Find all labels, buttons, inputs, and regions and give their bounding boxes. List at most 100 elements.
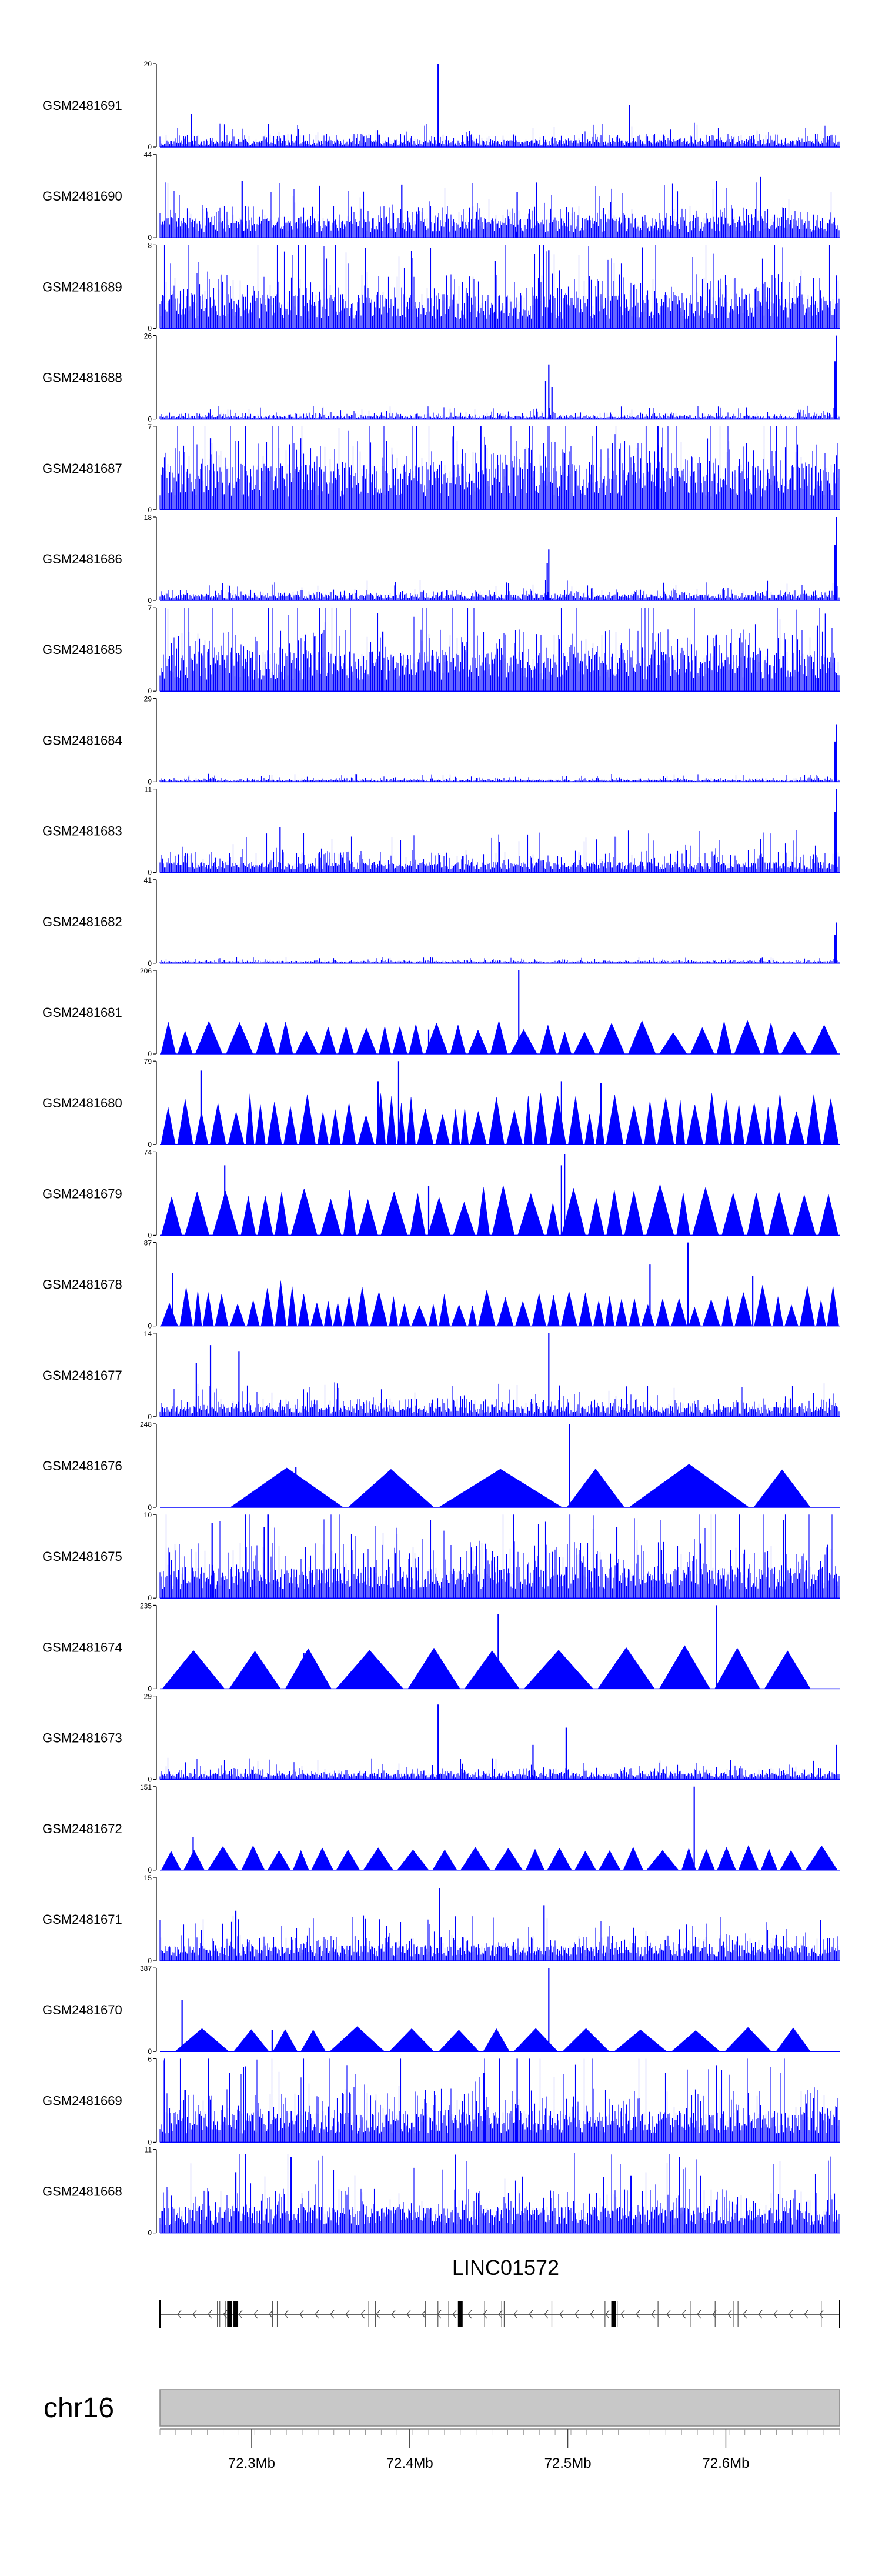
y-tick-label-max: 11 — [145, 786, 152, 794]
coverage-signal — [159, 1382, 840, 1417]
track-GSM2481674: GSM2481674 235 0 — [42, 1601, 840, 1693]
y-tick-label-min: 0 — [148, 324, 152, 332]
chromosome-bar — [159, 2389, 840, 2427]
y-tick-label-min: 0 — [148, 2047, 152, 2056]
track-GSM2481686: GSM2481686 18 0 — [42, 513, 840, 605]
track-label: GSM2481683 — [42, 824, 122, 839]
y-tick-label-max: 206 — [140, 967, 152, 975]
strand-arrow-icon — [666, 2310, 671, 2319]
strand-arrow-icon — [284, 2310, 289, 2319]
y-tick-label-min: 0 — [148, 1866, 152, 1874]
strand-arrow-icon — [177, 2310, 182, 2319]
track-label: GSM2481680 — [42, 1096, 122, 1110]
strand-arrow-icon — [574, 2310, 579, 2319]
genome-axis: 72.3Mb 72.4Mb 72.5Mb 72.6Mb — [159, 2428, 840, 2471]
strand-arrow-icon — [253, 2310, 258, 2319]
y-tick-label-min: 0 — [148, 143, 152, 151]
track-label: GSM2481686 — [42, 552, 122, 566]
track-label: GSM2481676 — [42, 1459, 122, 1473]
y-tick-label-min: 0 — [148, 596, 152, 605]
y-tick-label-max: 87 — [144, 1239, 152, 1247]
exon-block — [457, 2301, 463, 2327]
x-tick-label: 72.3Mb — [228, 2455, 275, 2471]
y-tick-label-max: 151 — [140, 1783, 152, 1791]
track-label: GSM2481682 — [42, 915, 122, 929]
track-GSM2481690: GSM2481690 44 0 — [42, 151, 840, 242]
y-tick-label-max: 248 — [140, 1420, 152, 1429]
track-label: GSM2481688 — [42, 371, 122, 385]
y-tick-label-max: 26 — [144, 332, 152, 341]
y-tick-label-min: 0 — [148, 233, 152, 242]
y-tick-label-max: 7 — [148, 423, 152, 431]
y-tick-label-min: 0 — [148, 1413, 152, 1421]
track-GSM2481672: GSM2481672 151 0 — [42, 1783, 840, 1874]
track-GSM2481688: GSM2481688 26 0 — [42, 332, 840, 423]
y-tick-label-max: 11 — [145, 2146, 152, 2154]
strand-arrow-icon — [192, 2310, 197, 2319]
x-tick-label: 72.4Mb — [386, 2455, 433, 2471]
track-label: GSM2481674 — [42, 1640, 122, 1654]
track-GSM2481680: GSM2481680 79 0 — [42, 1057, 840, 1149]
coverage-signal — [159, 2058, 840, 2143]
y-tick-label-min: 0 — [148, 2229, 152, 2237]
exon-block — [233, 2301, 239, 2327]
y-tick-label-max: 44 — [144, 151, 152, 159]
strand-arrow-icon — [208, 2310, 212, 2319]
track-label: GSM2481684 — [42, 733, 122, 748]
y-tick-label-min: 0 — [148, 506, 152, 514]
strand-arrow-icon — [376, 2310, 380, 2319]
coverage-signal — [159, 1915, 840, 1961]
track-GSM2481671: GSM2481671 15 0 — [42, 1874, 840, 1965]
coverage-signal — [159, 1514, 840, 1599]
track-GSM2481679: GSM2481679 74 0 — [42, 1148, 840, 1239]
strand-arrow-icon — [651, 2310, 656, 2319]
gene-label: LINC01572 — [452, 2255, 559, 2280]
strand-arrow-icon — [238, 2310, 243, 2319]
strand-arrow-icon — [315, 2310, 319, 2319]
strand-arrow-icon — [681, 2310, 686, 2319]
strand-arrow-icon — [697, 2310, 701, 2319]
strand-arrow-icon — [758, 2310, 763, 2319]
track-label: GSM2481669 — [42, 2093, 122, 2108]
strand-arrow-icon — [391, 2310, 396, 2319]
strand-arrow-icon — [269, 2310, 273, 2319]
strand-arrow-icon — [360, 2310, 365, 2319]
strand-arrow-icon — [819, 2310, 824, 2319]
y-tick-label-max: 14 — [144, 1330, 152, 1338]
track-label: GSM2481672 — [42, 1821, 122, 1836]
strand-arrow-icon — [743, 2310, 747, 2319]
y-tick-label-min: 0 — [148, 1684, 152, 1693]
track-GSM2481684: GSM2481684 29 0 — [42, 695, 840, 786]
track-GSM2481683: GSM2481683 11 0 — [42, 786, 840, 877]
strand-arrow-icon — [789, 2310, 793, 2319]
strand-arrow-icon — [620, 2310, 625, 2319]
coverage-signal — [159, 957, 840, 963]
y-tick-label-min: 0 — [148, 1594, 152, 1602]
strand-arrow-icon — [529, 2310, 533, 2319]
y-tick-label-min: 0 — [148, 687, 152, 695]
coverage-signal — [159, 608, 840, 692]
track-GSM2481682: GSM2481682 41 0 — [42, 876, 840, 967]
y-tick-label-min: 0 — [148, 778, 152, 786]
track-label: GSM2481673 — [42, 1731, 122, 1746]
track-label: GSM2481691 — [42, 98, 122, 113]
strand-arrow-icon — [605, 2310, 610, 2319]
y-tick-label-max: 15 — [144, 1874, 152, 1882]
exon-block — [227, 2301, 232, 2327]
strand-arrow-icon — [544, 2310, 549, 2319]
track-GSM2481670: GSM2481670 387 0 — [42, 1964, 840, 2056]
track-label: GSM2481679 — [42, 1186, 122, 1201]
ideogram-track: chr16 — [44, 2389, 840, 2427]
track-GSM2481673: GSM2481673 29 0 — [42, 1693, 840, 1784]
y-tick-label-min: 0 — [148, 1140, 152, 1149]
y-tick-label-min: 0 — [148, 959, 152, 967]
y-tick-label-min: 0 — [148, 415, 152, 423]
y-tick-label-max: 7 — [148, 604, 152, 612]
track-label: GSM2481690 — [42, 189, 122, 203]
coverage-signal — [159, 2153, 840, 2233]
y-tick-label-max: 18 — [144, 513, 152, 522]
strand-arrow-icon — [345, 2310, 350, 2319]
signal-tracks: GSM2481691200GSM2481690440GSM248168980GS… — [42, 60, 840, 2237]
